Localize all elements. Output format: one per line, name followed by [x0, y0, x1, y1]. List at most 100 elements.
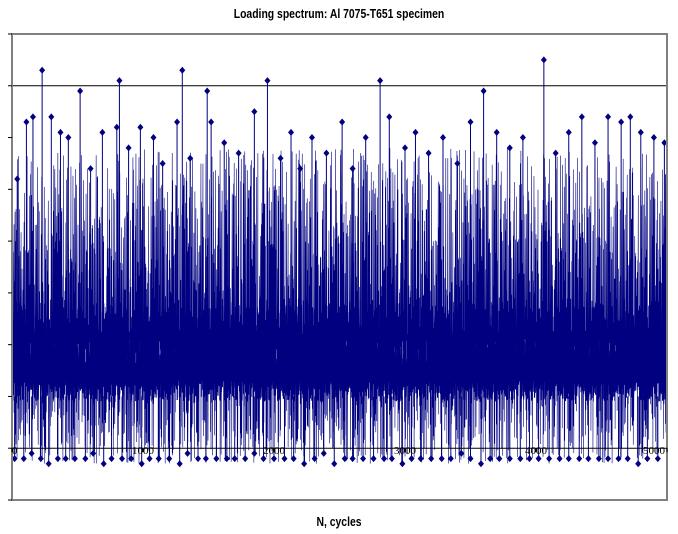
trough-point-14 [138, 460, 145, 468]
trough-point-28 [271, 455, 277, 463]
peak-point-18 [187, 154, 194, 162]
peak-point-53 [637, 128, 644, 136]
trough-point-27 [260, 455, 267, 463]
peak-point-19 [204, 87, 211, 95]
trough-point-6 [62, 455, 69, 463]
peak-point-49 [591, 139, 598, 147]
peak-point-27 [297, 165, 304, 173]
peak-point-35 [402, 144, 408, 152]
peak-point-11 [116, 77, 123, 85]
trough-point-31 [301, 460, 308, 468]
x-tick-label-2: 2000 [263, 445, 286, 457]
trough-point-8 [82, 455, 89, 463]
peak-point-32 [362, 134, 369, 142]
trough-point-23 [223, 455, 230, 463]
trough-point-34 [331, 460, 338, 468]
trough-point-20 [195, 455, 202, 463]
peak-point-21 [221, 139, 228, 147]
trough-point-4 [45, 460, 52, 468]
trough-point-64 [624, 455, 631, 463]
x-axis-label: N, cycles [316, 514, 362, 529]
trough-point-39 [381, 455, 388, 463]
axes: 0 1000 2000 3000 4000 5000 [8, 33, 668, 501]
peak-point-34 [386, 113, 393, 121]
trough-point-13 [128, 455, 135, 463]
peak-point-30 [339, 118, 346, 126]
peak-point-3 [39, 66, 46, 74]
trough-point-5 [54, 455, 61, 463]
trough-point-29 [281, 455, 288, 463]
peak-point-8 [87, 165, 94, 173]
trough-point-36 [349, 455, 356, 463]
trough-point-60 [585, 455, 592, 463]
trough-point-56 [546, 455, 553, 463]
trough-point-46 [447, 455, 454, 463]
trough-point-17 [166, 455, 173, 463]
peak-point-14 [150, 134, 157, 142]
peak-point-38 [439, 134, 446, 142]
trough-point-43 [417, 455, 424, 463]
trough-point-26 [251, 449, 258, 457]
trough-point-59 [576, 455, 583, 463]
peak-point-29 [323, 149, 330, 157]
trough-point-47 [458, 449, 465, 457]
peak-point-9 [99, 128, 106, 136]
trough-point-3 [37, 455, 44, 463]
peak-point-52 [627, 113, 634, 121]
peak-point-22 [235, 149, 242, 157]
x-tick-label-4: 4000 [525, 445, 548, 457]
trough-point-66 [644, 455, 651, 463]
trough-point-48 [467, 455, 474, 463]
peak-point-13 [137, 123, 144, 131]
trough-point-61 [595, 455, 602, 463]
x-tick-label-0: 0 [12, 445, 18, 457]
trough-point-21 [202, 455, 209, 463]
peak-point-54 [650, 134, 657, 142]
peak-point-40 [467, 118, 474, 126]
peak-point-17 [179, 66, 186, 74]
trough-point-63 [615, 455, 622, 463]
peak-point-41 [480, 87, 487, 95]
trough-point-49 [477, 460, 484, 468]
trough-point-37 [360, 455, 367, 463]
cycle-band [11, 303, 668, 402]
peak-point-23 [251, 108, 258, 116]
peak-point-47 [565, 128, 572, 136]
trough-point-50 [487, 455, 494, 463]
peak-point-6 [65, 134, 72, 142]
trough-point-25 [242, 455, 249, 463]
peak-point-43 [506, 144, 513, 152]
trough-point-22 [213, 455, 220, 463]
peak-point-16 [174, 118, 181, 126]
trough-point-19 [184, 449, 191, 457]
x-tick-label-3: 3000 [394, 445, 417, 457]
peak-point-24 [264, 77, 271, 85]
peak-point-12 [125, 144, 132, 152]
trough-point-51 [496, 455, 503, 463]
x-tick-label-1: 1000 [132, 445, 155, 457]
chart-title: Loading spectrum: Al 7075-T651 specimen [233, 6, 445, 21]
trough-point-41 [399, 460, 406, 468]
peak-point-5 [57, 128, 64, 136]
trough-point-40 [388, 455, 395, 463]
trough-point-35 [341, 455, 348, 463]
trough-point-15 [146, 455, 153, 463]
peak-point-45 [540, 56, 547, 64]
peak-point-36 [412, 128, 419, 136]
trough-point-54 [526, 455, 533, 463]
peak-point-37 [425, 149, 432, 157]
peak-point-48 [578, 113, 585, 121]
trough-point-45 [438, 455, 445, 463]
peak-point-31 [349, 165, 356, 173]
trough-point-11 [108, 455, 115, 463]
trough-point-62 [605, 455, 612, 463]
trough-point-52 [506, 455, 513, 463]
peak-point-28 [308, 134, 315, 142]
trough-point-18 [176, 460, 183, 468]
cycle-trace [11, 148, 668, 464]
peak-point-55 [661, 139, 668, 147]
trough-point-9 [90, 449, 97, 457]
trough-point-53 [517, 455, 524, 463]
peak-point-4 [48, 113, 55, 121]
